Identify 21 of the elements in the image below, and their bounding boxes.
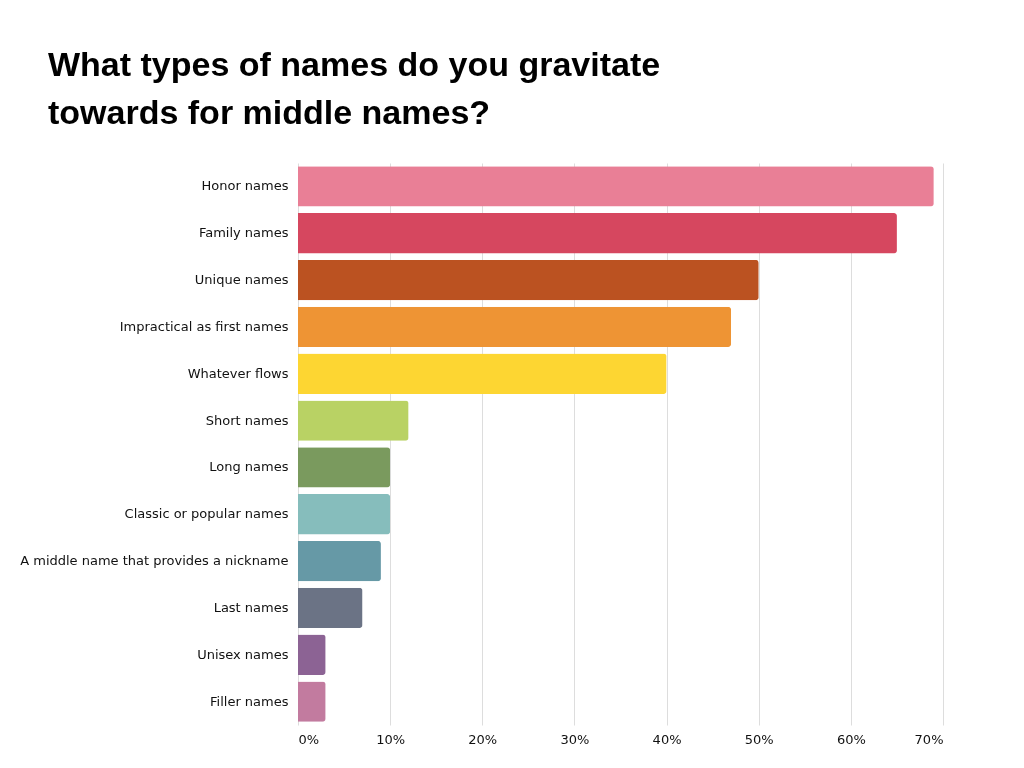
chart-title: What types of names do you gravitate towards for middle names? [48, 44, 662, 133]
y-tick-label: Family names [198, 225, 289, 241]
y-tick-label: Last names [213, 599, 289, 615]
x-tick-label: 50% [744, 731, 774, 747]
y-tick-label: Classic or popular names [124, 506, 289, 522]
x-tick-label: 60% [836, 731, 866, 747]
y-tick-label: Long names [209, 459, 289, 475]
y-tick-label: Unisex names [197, 646, 289, 662]
y-tick-label: Impractical as first names [119, 318, 289, 334]
y-tick-label: A middle name that provides a nickname [20, 553, 289, 569]
y-tick-label: Honor names [201, 178, 289, 194]
x-tick-label: 10% [376, 731, 406, 747]
y-tick-label: Filler names [210, 693, 289, 709]
y-tick-label: Short names [205, 412, 289, 428]
x-tick-label: 30% [560, 731, 590, 747]
x-tick-label: 20% [468, 731, 498, 747]
y-tick-label: Unique names [194, 272, 289, 288]
x-tick-label: 70% [914, 731, 944, 747]
x-tick-label: 40% [652, 731, 682, 747]
x-tick-label: 0% [298, 731, 320, 747]
y-tick-label: Whatever flows [187, 365, 289, 381]
